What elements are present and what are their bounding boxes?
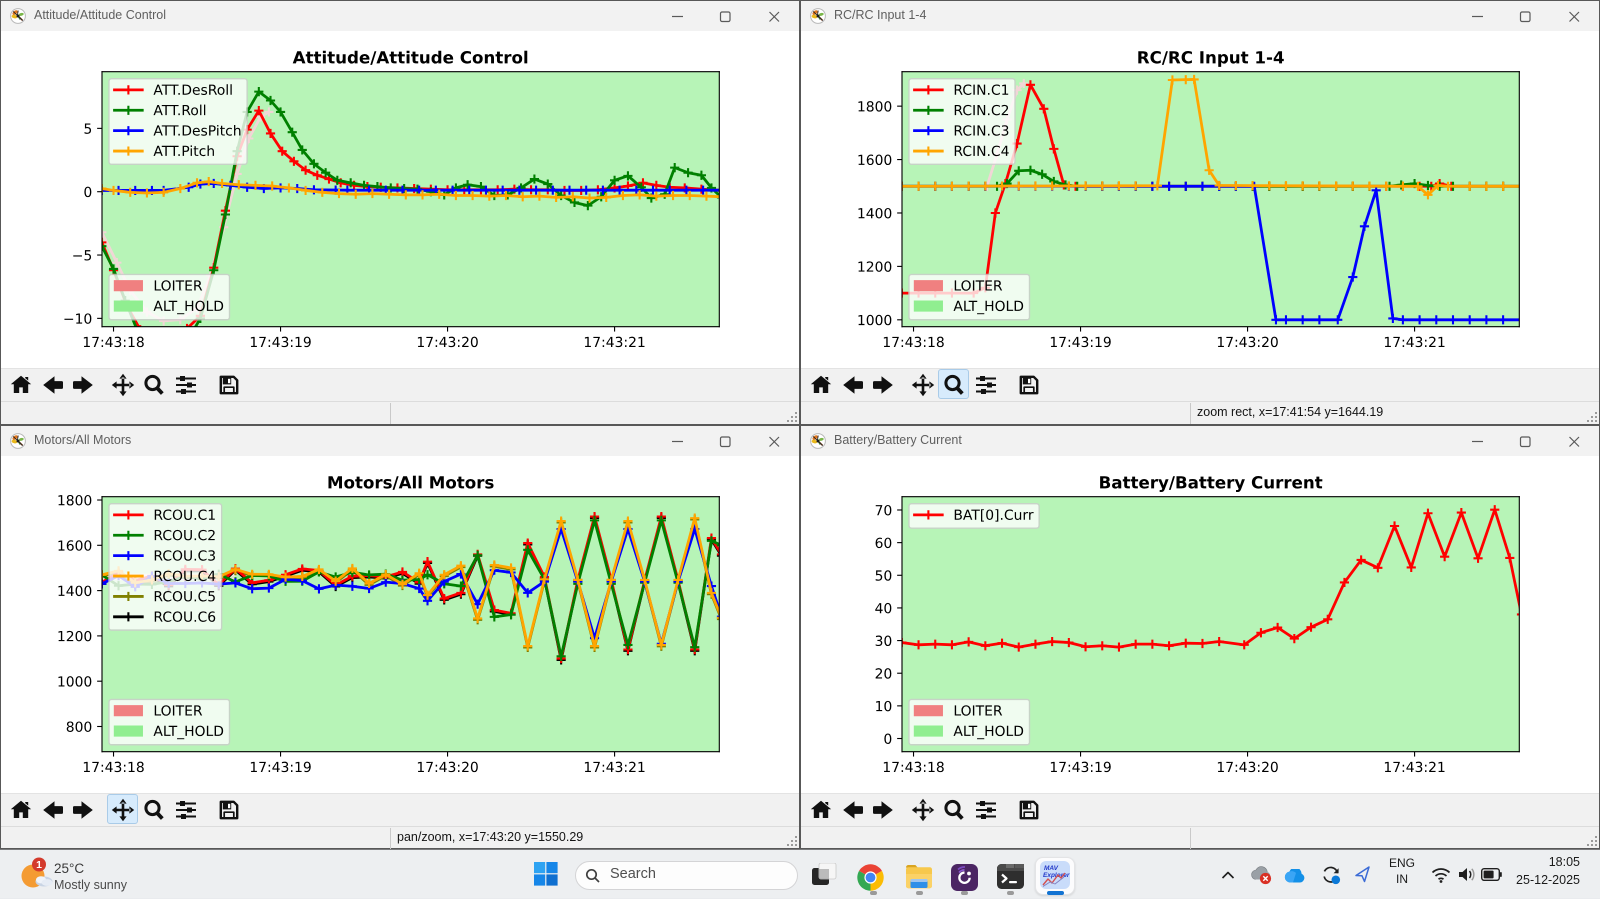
svg-text:MAV: MAV bbox=[1044, 865, 1059, 872]
svg-text:Explorer: Explorer bbox=[1043, 872, 1070, 879]
svg-text:1: 1 bbox=[36, 859, 42, 871]
